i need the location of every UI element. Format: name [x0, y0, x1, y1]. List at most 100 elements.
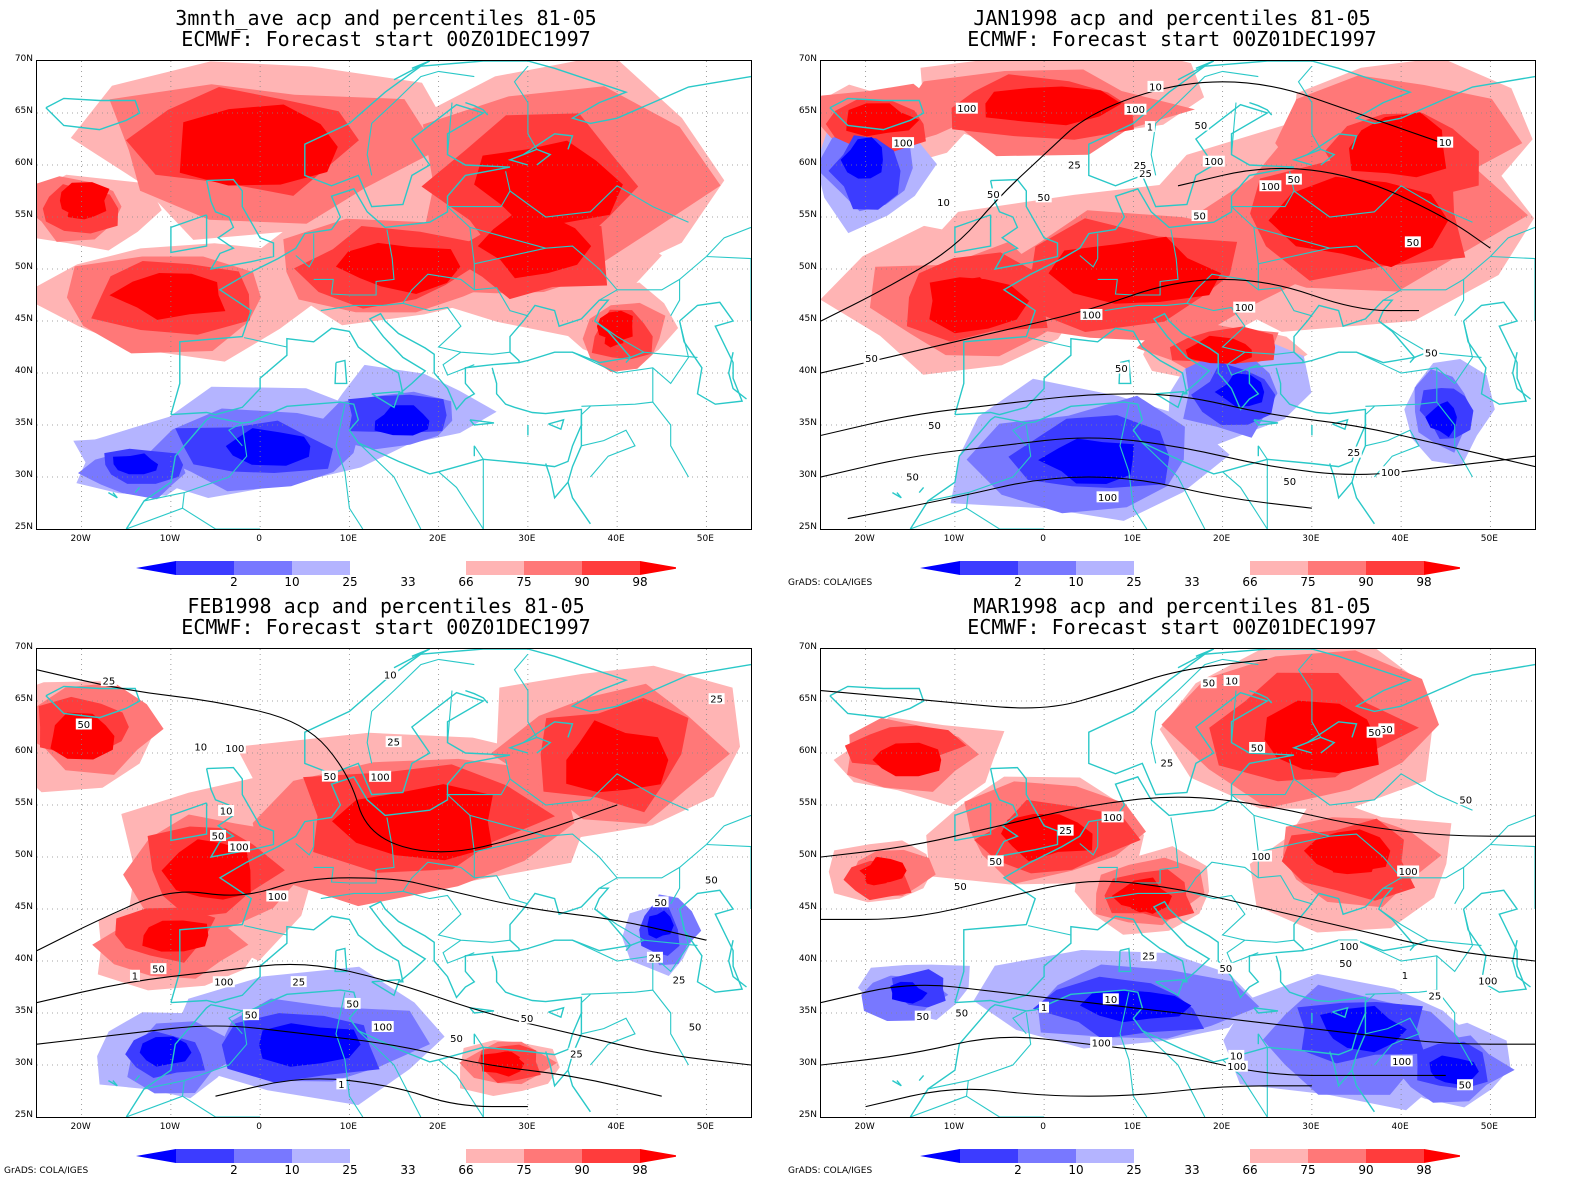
coastline	[170, 887, 632, 1004]
coastline	[465, 101, 489, 116]
coastline	[1511, 940, 1531, 988]
shaded-region	[367, 257, 431, 284]
coastline	[829, 685, 925, 719]
contour-label: 10	[1439, 138, 1452, 149]
panel-title: FEB1998 acp and percentiles 81-05	[187, 594, 585, 618]
grads-credit: GrADS: COLA/IGES	[4, 1166, 89, 1176]
border-line	[438, 1059, 484, 1117]
colorbar-segment	[466, 561, 524, 575]
contour-label-bg	[1101, 811, 1124, 823]
contour-label-bg	[228, 841, 251, 853]
shaded-region	[1377, 125, 1427, 162]
colorbar-label: 2	[1014, 1163, 1022, 1177]
shaded-region	[67, 203, 93, 220]
contour-label: 50	[1195, 121, 1208, 132]
contour-label-bg	[210, 829, 227, 841]
contour-label-bg	[1202, 155, 1225, 167]
shaded-region	[227, 126, 308, 165]
border-line	[1436, 989, 1473, 1066]
contour-label: 25	[710, 695, 723, 706]
border-line	[1297, 65, 1322, 150]
border-line	[446, 690, 453, 743]
coastline	[727, 352, 747, 400]
contour-label: 100	[371, 772, 390, 783]
coastline	[545, 414, 583, 500]
coastline	[909, 367, 1367, 529]
contour-line	[865, 1085, 1312, 1108]
shaded-region	[890, 981, 928, 1004]
contour-label: 50	[1288, 175, 1301, 186]
contour-line	[821, 984, 1535, 1045]
contour-label: 50	[705, 876, 718, 887]
coastline	[170, 802, 208, 842]
contour-label: 100	[1478, 976, 1497, 987]
contour-label: 50	[689, 1022, 702, 1033]
contour-label: 50	[1193, 212, 1206, 223]
colorbar-arrow-left	[136, 561, 176, 575]
coastline	[548, 1006, 565, 1019]
contour-label-bg	[568, 1047, 585, 1059]
contour-label-bg	[952, 880, 969, 892]
contour-label: 100	[1381, 468, 1400, 479]
contour-label: 25	[673, 975, 686, 986]
map-canvas	[37, 61, 751, 529]
colorbar	[920, 1149, 1460, 1163]
border-line	[966, 507, 1045, 529]
coastline	[45, 685, 141, 719]
coastline	[134, 1074, 141, 1082]
border-line	[513, 653, 538, 738]
border-line	[182, 507, 261, 529]
contour-label-bg	[955, 102, 978, 114]
contour-label-bg	[369, 770, 392, 782]
border-line	[910, 1095, 967, 1117]
colorbar-segment	[524, 1149, 582, 1163]
border-line	[1119, 404, 1148, 529]
border-line	[965, 424, 1032, 509]
contour-label-bg	[1066, 158, 1083, 170]
panel-title: JAN1998 acp and percentiles 81-05	[973, 6, 1371, 30]
contour-label-bg	[1285, 173, 1302, 185]
colorbar-label: 98	[1416, 1163, 1432, 1177]
y-tick-label: 30N	[14, 1058, 33, 1068]
coastline	[954, 802, 992, 842]
panel-title: 3mnth_ave acp and percentiles 81-05	[175, 6, 597, 30]
x-tick-label: 10W	[159, 1122, 181, 1132]
coastline	[1253, 1007, 1279, 1014]
coastline	[334, 947, 348, 973]
contour-label-bg	[344, 997, 361, 1009]
border-line	[442, 939, 475, 964]
x-tick-label: 20W	[70, 1122, 91, 1132]
y-tick-label: 60N	[798, 746, 817, 756]
y-tick-label: 60N	[14, 158, 33, 168]
map-panel	[36, 60, 752, 530]
contour-label-bg	[1147, 80, 1164, 92]
coastline	[393, 61, 431, 81]
contour-label: 50	[865, 354, 878, 365]
border-line	[572, 908, 690, 973]
x-tick-label: 40E	[1391, 1122, 1409, 1132]
colorbar-label: 98	[1416, 575, 1432, 589]
border-line	[1104, 861, 1313, 905]
contour-label-bg	[1144, 121, 1155, 133]
contour-label: 10	[384, 670, 397, 681]
shaded-region	[374, 405, 430, 436]
border-line	[1150, 70, 1259, 176]
contour-line	[37, 669, 618, 853]
coastline	[727, 940, 747, 988]
contour-label-bg	[1233, 301, 1256, 313]
border-line	[473, 1033, 484, 1048]
contour-line	[821, 278, 1419, 374]
contour-label: 50	[928, 421, 941, 432]
colorbar-label: 10	[284, 575, 300, 589]
contour-label: 100	[1098, 493, 1117, 504]
contour-label-bg	[212, 976, 235, 988]
contour-label: 50	[1037, 193, 1050, 204]
x-tick-label: 0	[1040, 1122, 1046, 1132]
colorbar-label: 10	[1068, 1163, 1084, 1177]
contour-label: 100	[373, 1023, 392, 1034]
contour-label-bg	[1225, 1060, 1248, 1072]
contour-label: 50	[916, 1012, 929, 1023]
contour-label: 25	[1139, 169, 1152, 180]
contour-label-bg	[1399, 969, 1410, 981]
colorbar-segment	[1308, 1149, 1366, 1163]
